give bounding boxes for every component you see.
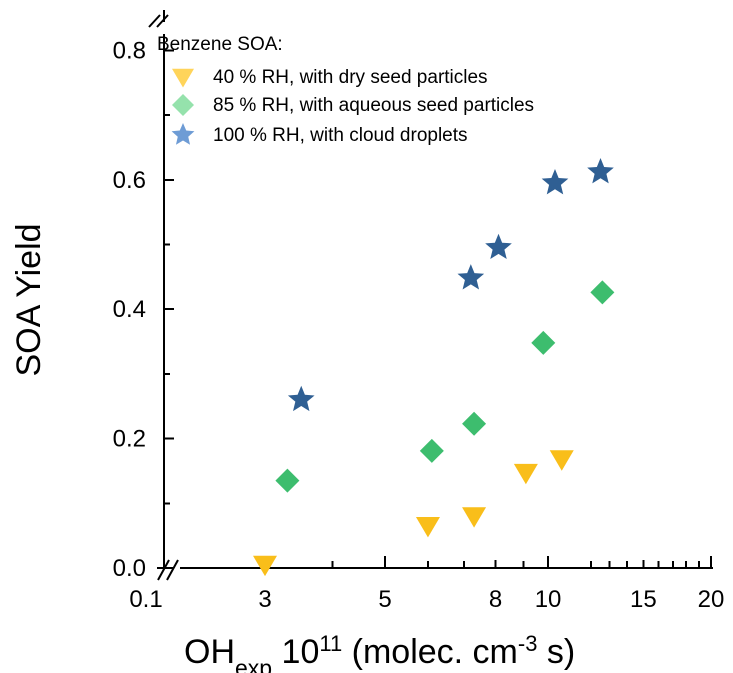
y-tick-label: 0.0 xyxy=(113,555,146,582)
legend-marker-series-3 xyxy=(171,123,195,145)
data-point-series-1 xyxy=(253,555,277,577)
x-tick-label: 8 xyxy=(489,586,502,613)
x-tick-label: 20 xyxy=(698,586,725,613)
legend-marker-series-1 xyxy=(172,68,194,88)
legend-label-series-1: 40 % RH, with dry seed particles xyxy=(213,67,488,88)
x-tick-label: 3 xyxy=(258,586,271,613)
x-axis-title: OHexp 1011 (molec. cm-3 s) xyxy=(184,631,575,673)
axis-ticks: 0.0 0.2 0.4 0.6 0.8 0.1 3 5 8 10 15 20 xyxy=(113,37,725,613)
x-axis-title-units-superscript: -3 xyxy=(518,631,538,656)
data-point-series-1 xyxy=(462,507,487,528)
x-tick-label: 15 xyxy=(630,586,657,613)
data-point-series-3 xyxy=(587,158,614,184)
legend-label-series-2: 85 % RH, with aqueous seed particles xyxy=(213,95,534,116)
y-tick-label: 0.2 xyxy=(113,426,146,453)
x-tick-label: 10 xyxy=(535,586,562,613)
legend-marker-series-2 xyxy=(172,94,194,116)
data-point-series-3 xyxy=(541,169,569,195)
data-points xyxy=(253,158,615,577)
legend: Benzene SOA: 40 % RH, with dry seed parti… xyxy=(157,34,534,146)
y-axis-break-mark xyxy=(148,14,169,28)
data-point-series-3 xyxy=(287,385,315,412)
data-point-series-2 xyxy=(531,330,556,355)
data-point-series-2 xyxy=(275,468,300,493)
data-point-series-2 xyxy=(590,280,615,305)
x-tick-label: 0.1 xyxy=(129,586,162,613)
y-axis-title: SOA Yield xyxy=(10,223,48,376)
data-point-series-2 xyxy=(462,411,487,436)
x-axis-title-superscript: 11 xyxy=(319,631,342,656)
data-point-series-3 xyxy=(485,233,512,260)
x-axis-title-units: (molec. cm xyxy=(342,633,518,671)
y-tick-label: 0.8 xyxy=(113,37,146,64)
y-tick-label: 0.6 xyxy=(113,167,146,194)
legend-title: Benzene SOA: xyxy=(157,34,283,55)
data-point-series-1 xyxy=(415,516,440,538)
x-axis-break-mark xyxy=(157,559,179,581)
y-tick-label: 0.4 xyxy=(113,296,146,323)
x-axis-title-power-base: 10 xyxy=(272,633,319,671)
data-point-series-1 xyxy=(513,463,538,485)
x-axis-title-main: OH xyxy=(184,633,235,671)
x-axis-title-subscript: exp xyxy=(235,655,272,673)
data-point-series-3 xyxy=(457,264,485,290)
x-tick-label: 5 xyxy=(378,586,391,613)
data-point-series-2 xyxy=(419,438,444,463)
data-point-series-1 xyxy=(549,450,574,471)
x-axis-title-units-end: s) xyxy=(537,633,575,671)
legend-label-series-3: 100 % RH, with cloud droplets xyxy=(213,125,468,146)
